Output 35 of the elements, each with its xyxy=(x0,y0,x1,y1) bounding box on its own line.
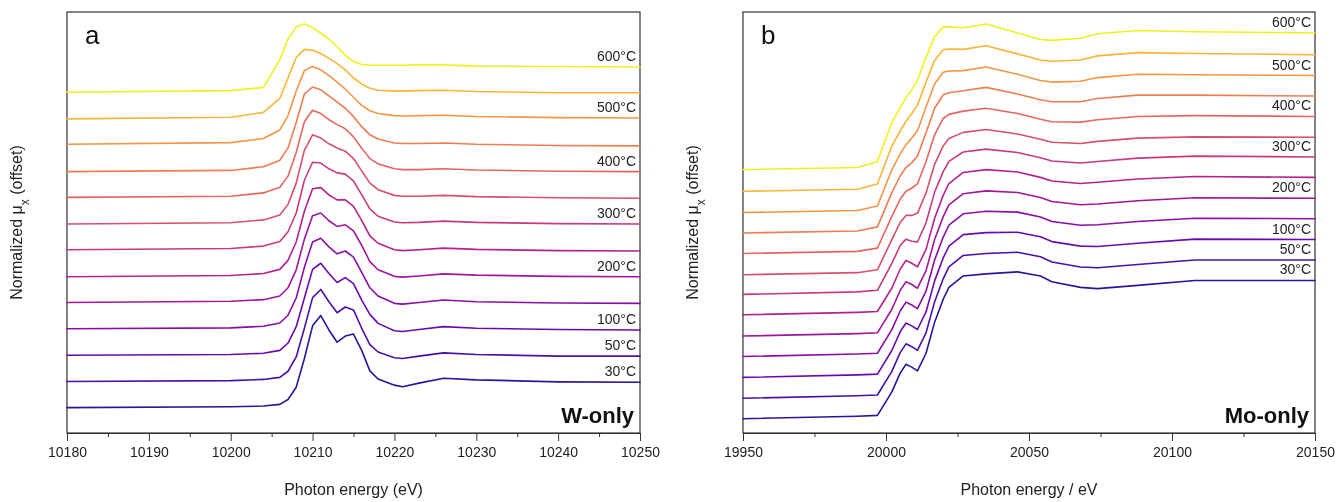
x-tick-label: 20050 xyxy=(1010,444,1050,461)
series-label: 30°C xyxy=(1279,261,1311,278)
x-axis-title: Photon energy (eV) xyxy=(284,481,423,498)
series-label: 600°C xyxy=(1271,14,1311,30)
series-label: 200°C xyxy=(1271,179,1311,196)
x-tick-label: 10250 xyxy=(621,444,661,461)
series-label: 100°C xyxy=(1271,220,1311,237)
series-label: 500°C xyxy=(596,99,636,116)
x-axis-title: Photon energy / eV xyxy=(960,481,1098,498)
series-label: 100°C xyxy=(596,310,636,327)
annotation: Mo-only xyxy=(1224,403,1310,428)
series-label: 30°C xyxy=(604,363,636,380)
annotation: b xyxy=(761,20,776,50)
x-tick-label: 10240 xyxy=(539,444,579,461)
series-label: 400°C xyxy=(596,152,636,169)
x-tick-label: 20100 xyxy=(1153,444,1193,461)
series-label: 500°C xyxy=(1271,56,1311,73)
series-label: 300°C xyxy=(1271,137,1311,154)
series-label: 50°C xyxy=(1279,240,1311,257)
x-tick-label: 10180 xyxy=(48,444,88,461)
series-label: 200°C xyxy=(596,257,636,274)
x-tick-label: 10190 xyxy=(129,444,170,461)
x-tick-label: 10230 xyxy=(457,444,497,461)
series-label: 600°C xyxy=(596,47,636,64)
series-label: 50°C xyxy=(604,337,636,354)
series-label: 300°C xyxy=(596,205,636,221)
x-tick-label: 20150 xyxy=(1296,444,1336,461)
x-tick-label: 10210 xyxy=(293,444,333,461)
x-tick-label: 10200 xyxy=(211,444,251,461)
annotation: a xyxy=(85,20,100,50)
series-label: 400°C xyxy=(1271,97,1311,114)
x-tick-label: 19950 xyxy=(724,444,764,461)
annotation: W-only xyxy=(561,403,635,428)
x-tick-label: 10220 xyxy=(375,444,415,461)
x-tick-label: 20000 xyxy=(867,444,907,461)
